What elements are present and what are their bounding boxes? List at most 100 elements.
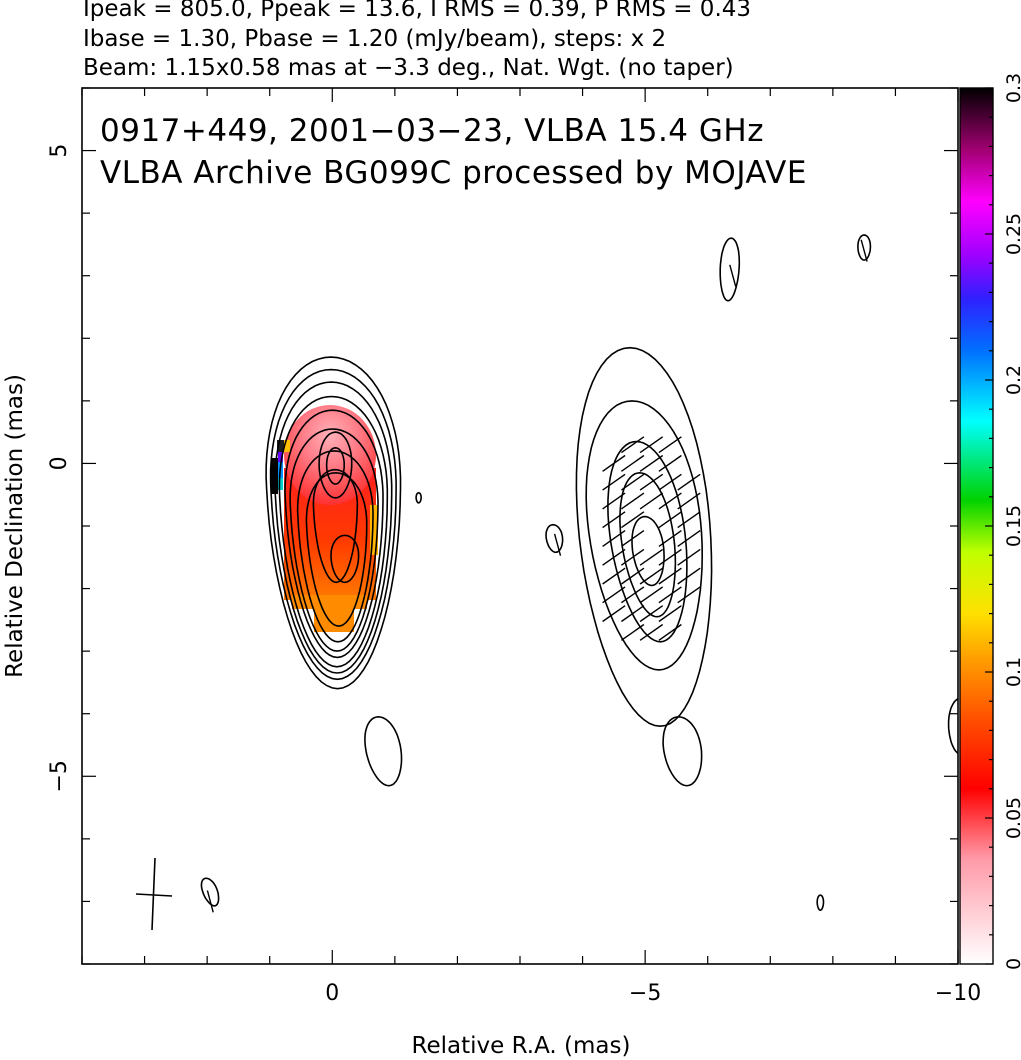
source-annotation-line-2: VLBA Archive BG099C processed by MOJAVE: [100, 155, 807, 191]
evpa-tick: [677, 511, 701, 529]
header-line-3: Beam: 1.15x0.58 mas at −3.3 deg., Nat. W…: [83, 55, 734, 81]
jet-contour: [575, 346, 713, 728]
jet-contour: [585, 400, 704, 671]
noise-contour: [662, 715, 703, 787]
evpa-tick: [639, 586, 664, 604]
evpa-tick: [620, 605, 645, 623]
x-tick-label: −10: [935, 981, 981, 1006]
evpa-tick: [658, 473, 682, 491]
pol-edge-pixel: [277, 440, 284, 452]
noise-contour: [415, 491, 422, 504]
noise-contour: [545, 523, 564, 554]
evpa-tick: [677, 548, 701, 566]
y-tick-label: 5: [47, 144, 72, 158]
evpa-tick: [620, 586, 645, 604]
y-tick-label: −5: [47, 760, 72, 792]
colorbar-tick-label: 0.25: [1003, 213, 1021, 255]
evpa-tick: [658, 605, 682, 623]
core-contour: [330, 534, 360, 584]
jet-contour: [607, 440, 688, 643]
noise-contour: [947, 697, 958, 755]
source-annotation-line-1: 0917+449, 2001−03−23, VLBA 15.4 GHz: [100, 113, 764, 149]
evpa-tick: [658, 511, 682, 529]
evpa-tick: [602, 586, 626, 604]
colorbar-tick-labels: 0 0.05 0.1 0.15 0.2 0.25 0.3: [1003, 73, 1021, 970]
evpa-tick: [602, 567, 626, 585]
evpa-tick: [639, 454, 664, 472]
colorbar-ticks: [985, 87, 993, 965]
colorbar-tick-label: 0.1: [1003, 657, 1021, 687]
evpa-tick: [658, 530, 682, 547]
jet-contour: [619, 471, 677, 618]
noise-contour: [719, 237, 741, 302]
evpa-tick: [620, 492, 645, 510]
evpa-tick: [658, 623, 682, 641]
colorbar-tick-label: 0.05: [1003, 797, 1021, 839]
noise-contour: [816, 894, 825, 911]
core-contour: [312, 468, 359, 584]
header-line-1: Ipeak = 805.0, Ppeak = 13.6, I RMS = 0.3…: [83, 0, 751, 22]
pol-edge-pixel: [278, 452, 283, 462]
evpa-tick: [658, 454, 682, 472]
axis-tick-labels: 0 −5 −10 5 0 −5: [47, 144, 981, 1006]
core-contour: [325, 446, 345, 485]
evpa-tick: [639, 436, 664, 454]
core-contour: [269, 368, 397, 681]
header-line-2: Ibase = 1.30, Pbase = 1.20 (mJy/beam), s…: [83, 26, 666, 52]
evpa-tick: [553, 533, 562, 556]
beam-minor-axis: [135, 893, 173, 897]
colorbar-tick-label: 0.2: [1003, 365, 1021, 395]
evpa-tick: [602, 511, 626, 529]
colorbar: 0 0.05 0.1 0.15 0.2 0.25 0.3: [959, 73, 1021, 970]
evpa-tick: [206, 890, 214, 913]
core-contour: [265, 356, 402, 690]
x-axis-label: Relative R.A. (mas): [412, 1033, 631, 1059]
stokes-i-contours: [200, 234, 958, 911]
x-tick-label: −5: [629, 981, 661, 1006]
core-contour: [296, 450, 374, 643]
evpa-tick: [639, 548, 664, 566]
core-contour: [284, 409, 384, 659]
evpa-tick: [602, 530, 626, 547]
evpa-tick: [658, 567, 682, 585]
colorbar-tick-label: 0.3: [1003, 73, 1021, 103]
y-tick-label: 0: [47, 456, 72, 470]
evpa-tick: [677, 567, 701, 585]
evpa-tick: [677, 530, 701, 547]
evpa-tick: [677, 492, 701, 510]
colorbar-tick-label: 0.15: [1003, 505, 1021, 547]
evpa-tick: [677, 473, 701, 491]
evpa-tick: [639, 473, 664, 491]
evpa-tick: [658, 586, 682, 604]
noise-contour: [857, 234, 872, 261]
evpa-tick: [602, 492, 626, 510]
evpa-tick: [620, 548, 645, 566]
evpa-tick: [658, 492, 682, 510]
polarization-vectors: [206, 239, 868, 913]
evpa-tick: [602, 548, 626, 566]
evpa-tick: [620, 567, 645, 585]
evpa-tick: [620, 623, 645, 641]
noise-contour: [364, 715, 403, 787]
beam-cross: [135, 857, 173, 931]
evpa-tick: [620, 436, 645, 454]
evpa-tick: [639, 623, 664, 641]
evpa-tick: [639, 567, 664, 585]
colorbar-tick-label: 0: [1003, 958, 1021, 970]
evpa-tick: [620, 454, 645, 472]
pol-tail-side: [370, 505, 378, 555]
evpa-tick: [639, 605, 664, 623]
evpa-tick: [677, 586, 701, 604]
evpa-tick: [860, 239, 868, 262]
x-tick-label: 0: [325, 981, 339, 1006]
evpa-tick: [602, 454, 626, 472]
beam-major-axis: [151, 857, 156, 931]
evpa-tick: [602, 605, 626, 623]
evpa-tick: [620, 511, 645, 529]
core-contour: [274, 381, 393, 674]
axis-ticks: [81, 87, 959, 965]
plot-frame: [81, 87, 959, 965]
pol-edge-pixel: [278, 478, 283, 490]
core-contour: [278, 395, 389, 668]
